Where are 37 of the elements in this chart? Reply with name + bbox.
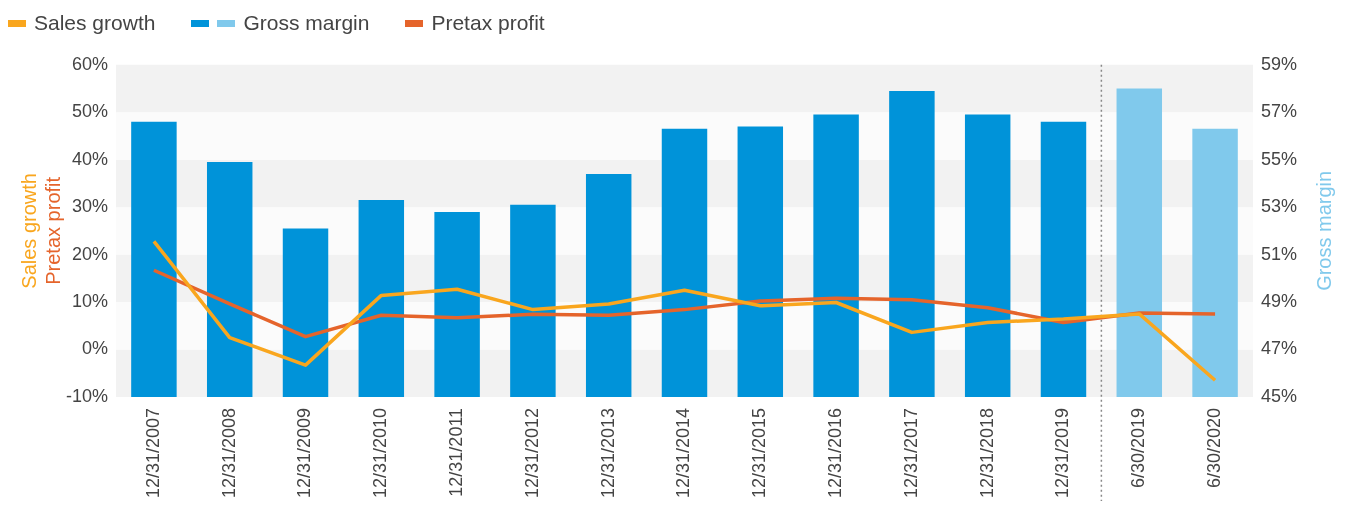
y2-tick-label: 51% [1260, 243, 1297, 264]
x-tick-label: 12/31/2007 [142, 407, 163, 499]
y2-tick-label: 47% [1260, 338, 1297, 359]
x-tick-label: 12/31/2013 [597, 407, 618, 499]
x-tick-label: 12/31/2014 [673, 407, 694, 499]
legend-label: Sales growth [34, 11, 156, 35]
x-tick-label: 6/30/2020 [1204, 407, 1225, 488]
x-tick-label: 12/31/2010 [370, 407, 391, 499]
x-tick-label: 12/31/2008 [218, 407, 239, 499]
y2-tick-label: 45% [1260, 385, 1297, 406]
x-tick-label: 6/30/2019 [1128, 407, 1149, 488]
y-tick-label: 0% [82, 338, 109, 359]
y2-tick-label: 49% [1260, 290, 1297, 311]
y-tick-label: 20% [71, 243, 109, 264]
x-tick-label: 12/31/2017 [900, 407, 921, 499]
text: Sales growth [17, 173, 40, 289]
y2-tick-label: 57% [1260, 101, 1297, 122]
y-tick-label: 30% [71, 196, 109, 217]
y2-tick-label: 53% [1260, 196, 1297, 217]
x-tick-label: 12/31/2018 [976, 407, 997, 499]
x-tick-label: 12/31/2015 [749, 407, 770, 499]
y-tick-label: -10% [65, 385, 109, 406]
x-tick-label: 12/31/2009 [294, 407, 315, 499]
y2-tick-label: 59% [1260, 53, 1297, 74]
legend-label: Gross margin [243, 11, 370, 35]
y2-axis-title: Gross margin [1312, 170, 1335, 291]
y-tick-label: 60% [71, 53, 109, 74]
legend-label: Pretax profit [431, 11, 545, 35]
x-tick-label: 12/31/2016 [825, 407, 846, 499]
y-tick-label: 10% [71, 290, 109, 311]
y-tick-label: 40% [71, 148, 109, 169]
x-tick-label: 12/31/2011 [446, 407, 467, 497]
x-tick-label: 12/31/2019 [1052, 407, 1073, 499]
text: Pretax profit [41, 176, 64, 285]
y-tick-label: 50% [71, 101, 109, 122]
y2-tick-label: 55% [1260, 148, 1297, 169]
x-tick-label: 12/31/2012 [521, 407, 542, 499]
